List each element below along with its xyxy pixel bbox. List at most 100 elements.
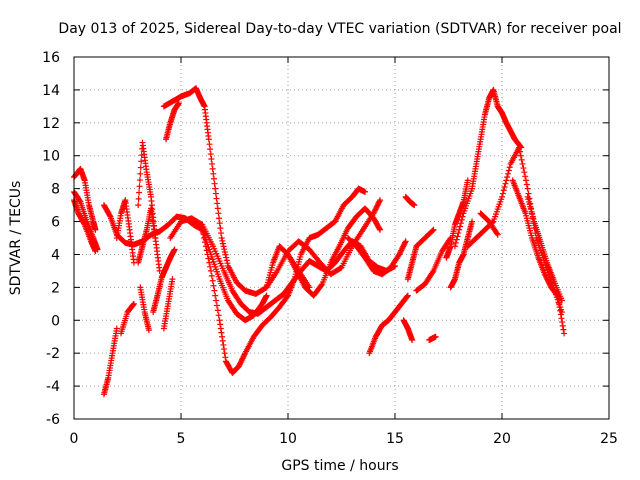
data-point <box>218 230 225 237</box>
data-point <box>371 207 378 214</box>
data-point <box>456 226 463 233</box>
data-point <box>221 346 228 353</box>
data-point <box>545 277 552 284</box>
data-point <box>377 226 384 233</box>
series-track-l <box>160 276 176 332</box>
x-tick-label: 5 <box>177 431 186 447</box>
data-point <box>220 243 227 250</box>
data-point <box>136 189 143 196</box>
data-point <box>396 251 403 258</box>
data-point <box>218 235 225 241</box>
data-point <box>224 260 231 267</box>
data-point <box>521 169 528 176</box>
data-point <box>544 276 551 283</box>
data-point <box>210 170 217 177</box>
data-point <box>499 190 506 197</box>
data-point <box>202 243 209 250</box>
data-point <box>113 325 120 332</box>
data-point <box>208 156 215 163</box>
series-track-x <box>413 235 454 294</box>
x-tick-label: 0 <box>70 431 79 447</box>
data-point <box>213 302 220 309</box>
data-point <box>558 297 565 304</box>
data-point <box>411 202 418 209</box>
data-point <box>238 356 245 363</box>
data-point <box>400 242 407 249</box>
data-point <box>208 272 215 279</box>
data-point <box>375 201 382 208</box>
series-track-u <box>402 193 418 209</box>
data-point <box>235 363 242 370</box>
series-track-f <box>118 300 137 337</box>
data-point <box>212 292 219 299</box>
data-point <box>559 322 566 329</box>
data-point <box>130 300 137 307</box>
data-point <box>500 187 507 194</box>
data-point <box>204 251 211 258</box>
data-point <box>555 300 562 307</box>
data-point <box>560 326 567 333</box>
data-point <box>200 230 207 237</box>
data-point <box>217 325 224 332</box>
data-point <box>238 358 245 365</box>
y-tick-label: 6 <box>51 215 60 231</box>
data-point <box>504 170 511 177</box>
data-point <box>135 195 142 202</box>
data-point <box>217 225 224 232</box>
data-point <box>136 177 143 184</box>
data-point <box>522 177 529 184</box>
chart-title: Day 013 of 2025, Sidereal Day-to-day VTE… <box>58 21 621 37</box>
data-point <box>145 327 152 334</box>
data-point <box>240 352 247 359</box>
data-point <box>263 292 270 299</box>
y-tick-label: 10 <box>42 149 60 165</box>
data-point <box>404 292 411 299</box>
data-point <box>557 307 564 314</box>
y-tick-label: 16 <box>42 50 60 66</box>
data-point <box>459 213 466 220</box>
data-point <box>239 355 246 362</box>
x-axis-label: GPS time / hours <box>281 458 398 474</box>
data-point <box>499 193 505 200</box>
series-track-t <box>366 292 411 357</box>
data-point <box>216 220 223 227</box>
series-track-g <box>113 197 137 266</box>
data-point <box>203 247 210 254</box>
data-point <box>543 275 550 282</box>
data-point <box>215 312 222 319</box>
data-point <box>76 197 83 204</box>
data-point <box>206 141 213 148</box>
data-point <box>218 329 225 336</box>
x-tick-label: 25 <box>600 431 618 447</box>
data-point <box>221 246 228 253</box>
data-point <box>216 215 223 222</box>
data-point <box>542 272 549 279</box>
data-point <box>524 185 531 192</box>
data-point <box>214 200 221 207</box>
data-point <box>138 158 145 165</box>
data-point <box>209 277 216 284</box>
data-point <box>209 165 216 172</box>
x-tick-label: 20 <box>493 431 511 447</box>
data-point <box>505 167 512 174</box>
data-point <box>409 337 416 344</box>
data-point <box>220 341 227 348</box>
data-point <box>432 333 439 340</box>
y-tick-label: -2 <box>46 346 60 362</box>
data-point <box>213 195 220 202</box>
data-point <box>503 177 510 184</box>
data-point <box>451 243 458 250</box>
data-point <box>494 231 501 238</box>
y-tick-label: 2 <box>51 280 60 296</box>
data-point <box>211 180 218 187</box>
data-point <box>374 202 381 209</box>
series-track-af <box>524 193 565 304</box>
data-point <box>362 188 369 195</box>
data-point <box>371 209 378 216</box>
series-track-c <box>71 197 99 255</box>
data-point <box>397 248 404 255</box>
data-point <box>219 337 226 344</box>
series-track-w <box>404 226 437 283</box>
data-point <box>541 271 548 278</box>
